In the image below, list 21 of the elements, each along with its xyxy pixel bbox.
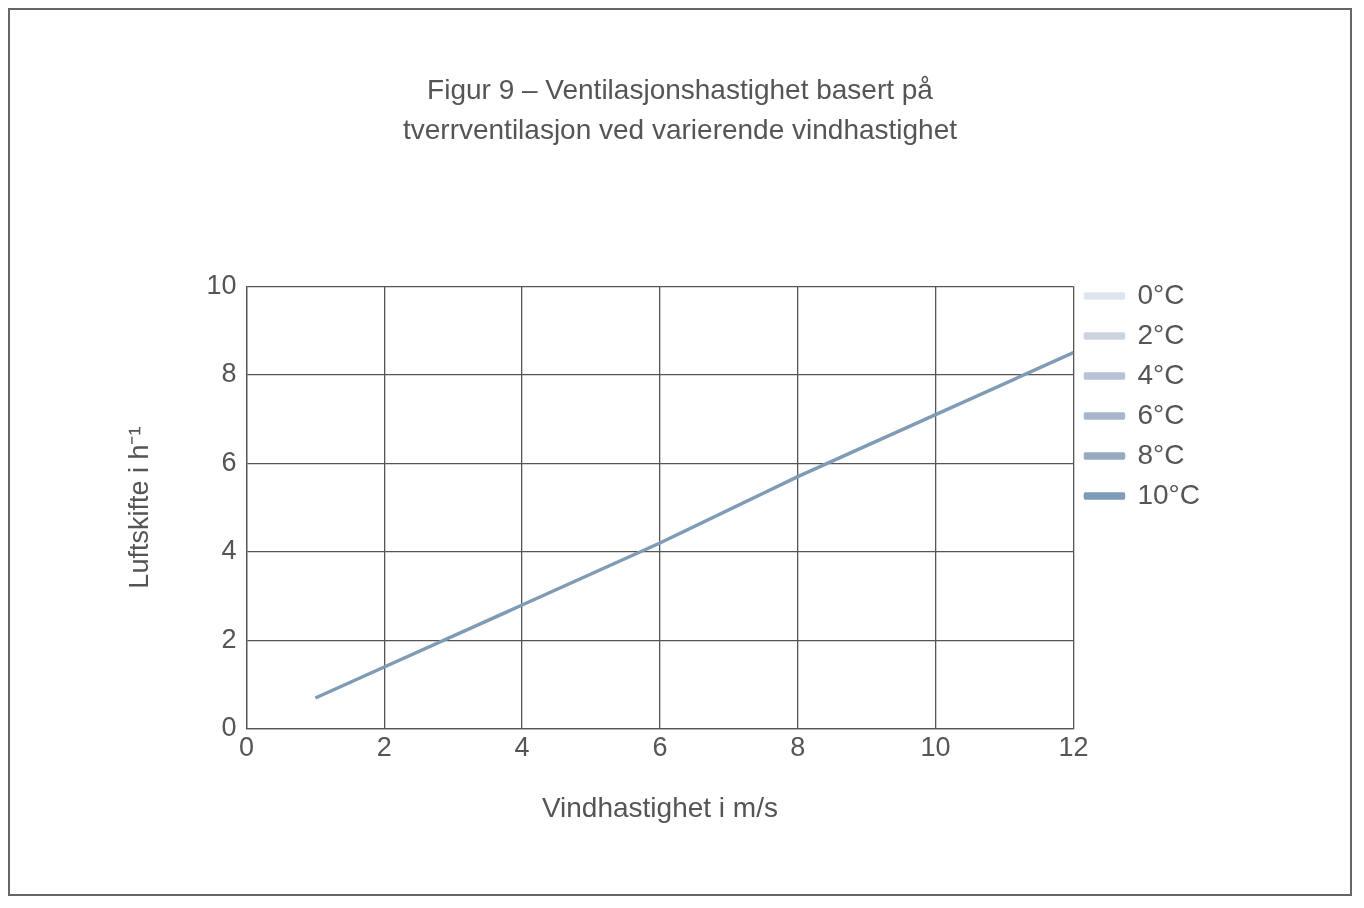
y-tick-label: 6 [221, 446, 237, 477]
x-tick-label: 12 [1058, 731, 1089, 762]
y-tick-label: 4 [221, 535, 237, 566]
x-tick-label: 4 [514, 731, 530, 762]
x-tick-label: 8 [790, 731, 806, 762]
legend-label: 4°C [1137, 358, 1185, 390]
x-tick-label: 10 [920, 731, 951, 762]
y-tick-label: 0 [221, 712, 237, 743]
x-axis-title: Vindhastighet i m/s [541, 791, 778, 823]
legend-label: 8°C [1137, 438, 1185, 470]
y-tick-label: 10 [206, 269, 237, 300]
y-axis-title: Luftskifte i h⁻¹ [123, 426, 154, 589]
y-tick-label: 8 [221, 358, 237, 389]
legend-label: 10°C [1137, 478, 1200, 510]
legend-label: 2°C [1137, 318, 1185, 350]
x-tick-label: 6 [652, 731, 668, 762]
x-tick-label: 2 [376, 731, 392, 762]
chart-title: Figur 9 – Ventilasjonshastighet basert på tverrventilasjon ved varierende vindhastighet [401, 73, 959, 147]
y-tick-label: 2 [221, 623, 237, 654]
legend-label: 0°C [1137, 278, 1185, 310]
legend-label: 6°C [1137, 398, 1185, 430]
